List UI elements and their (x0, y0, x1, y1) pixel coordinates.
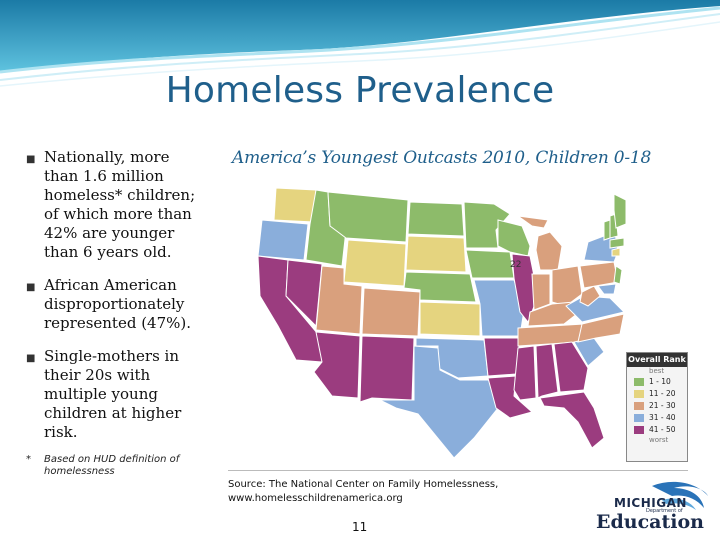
footnote-text: Based on HUD definition of homelessness (44, 454, 180, 477)
legend-item: 1 - 10 (627, 376, 687, 388)
footnote-marker: * (26, 454, 31, 465)
legend-item-label: 41 - 50 (649, 425, 676, 434)
bullet-item: ■ Single-mothers in their 20s with multi… (26, 347, 206, 442)
michigan-education-logo: MICHIGAN Department of Education (592, 478, 712, 534)
legend-item: 21 - 30 (627, 400, 687, 412)
state-wi (497, 219, 531, 257)
source-line-1: Source: The National Center on Family Ho… (228, 479, 499, 490)
page-number: 11 (352, 520, 368, 534)
legend-item: 11 - 20 (627, 388, 687, 400)
state-vt (603, 219, 611, 241)
state-wy (343, 239, 407, 287)
map-annotation: 22 (510, 260, 522, 270)
legend-swatch (634, 426, 644, 434)
state-al (535, 343, 559, 399)
state-or (257, 219, 309, 261)
legend-item-label: 11 - 20 (649, 389, 676, 398)
logo-text-top: MICHIGAN (614, 496, 687, 510)
state-co (361, 287, 421, 337)
legend-top-label: best (649, 367, 665, 375)
source-line-2: www.homelesschildrenamerica.org (228, 493, 403, 504)
legend-bottom-label: worst (649, 436, 669, 444)
state-md (597, 283, 617, 295)
logo-text-main: Education (596, 511, 704, 533)
state-mn (463, 201, 511, 249)
square-bullet-icon: ■ (26, 353, 36, 364)
legend-swatch (634, 414, 644, 422)
map-title: America’s Youngest Outcasts 2010, Childr… (232, 148, 652, 168)
bullet-list: ■ Nationally, more than 1.6 million home… (26, 148, 206, 478)
legend-swatch (634, 402, 644, 410)
state-me (613, 193, 627, 229)
bullet-text: African American disproportionately repr… (44, 276, 192, 332)
legend-swatch (634, 378, 644, 386)
bullet-text: Nationally, more than 1.6 million homele… (44, 148, 196, 261)
source-divider (228, 470, 688, 471)
legend-item-label: 21 - 30 (649, 401, 676, 410)
state-oh (551, 265, 583, 307)
legend-item-label: 1 - 10 (649, 377, 671, 386)
state-ar (483, 337, 521, 377)
state-ga (553, 341, 589, 393)
page-title: Homeless Prevalence (165, 70, 555, 111)
state-nj (613, 265, 623, 285)
us-state-rank-map (257, 187, 627, 459)
state-ct (611, 247, 621, 257)
state-in (531, 273, 551, 311)
logo-swoosh-icon (652, 481, 708, 510)
header-banner (0, 0, 720, 87)
logo-text-dept: Department of (646, 508, 683, 514)
state-ks (419, 301, 481, 337)
state-ms (513, 345, 537, 401)
map-legend: Overall Rank best 1 - 10 11 - 20 21 - 30… (626, 352, 688, 462)
state-fl (539, 391, 605, 449)
source-citation: Source: The National Center on Family Ho… (228, 478, 528, 506)
legend-item: 41 - 50 (627, 424, 687, 436)
state-az (313, 331, 361, 399)
state-tx (379, 345, 499, 459)
state-wa (273, 187, 317, 223)
state-ma (609, 237, 625, 249)
state-ia (465, 249, 515, 279)
legend-title: Overall Rank (627, 353, 687, 367)
bullet-item: ■ Nationally, more than 1.6 million home… (26, 148, 206, 262)
square-bullet-icon: ■ (26, 154, 36, 165)
legend-swatch (634, 390, 644, 398)
state-sd (405, 235, 467, 273)
state-nd (407, 201, 465, 237)
bullet-item: ■ African American disproportionately re… (26, 276, 206, 333)
state-nm (359, 335, 415, 403)
state-ne (403, 271, 477, 303)
state-mt (327, 191, 409, 243)
state-nc (577, 313, 625, 343)
footnote: * Based on HUD definition of homelessnes… (26, 454, 206, 478)
legend-item-label: 31 - 40 (649, 413, 676, 422)
state-il (511, 253, 539, 323)
legend-item: 31 - 40 (627, 412, 687, 424)
square-bullet-icon: ■ (26, 282, 36, 293)
state-ut (315, 265, 363, 335)
bullet-text: Single-mothers in their 20s with multipl… (44, 347, 182, 441)
